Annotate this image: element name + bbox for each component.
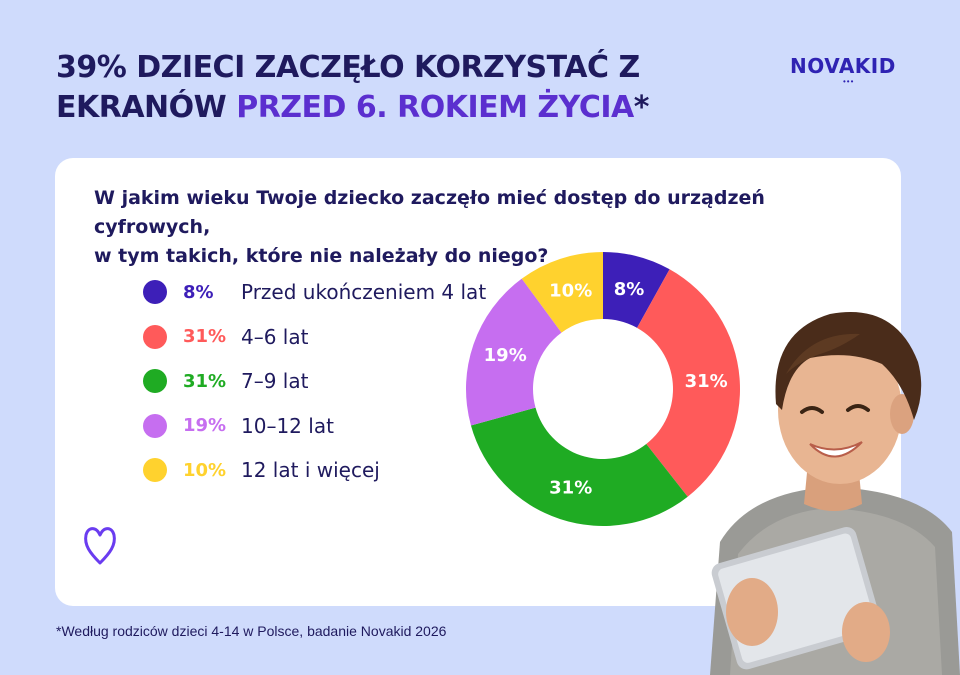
legend-label: 4–6 lat	[241, 324, 309, 349]
legend-percent: 10%	[183, 459, 227, 481]
legend-item: 31% 7–9 lat	[143, 367, 308, 395]
legend-swatch	[143, 280, 167, 304]
slice-label: 10%	[549, 281, 592, 302]
legend-label: Przed ukończeniem 4 lat	[241, 280, 487, 304]
legend-percent: 19%	[183, 415, 227, 436]
slice-label: 31%	[549, 477, 592, 498]
legend-label: 10–12 lat	[241, 413, 334, 438]
donut-slice	[637, 269, 741, 497]
legend-percent: 31%	[183, 326, 227, 347]
headline: 39% DZIECI ZACZĘŁO KORZYSTAĆ Z EKRANÓW P…	[56, 48, 649, 128]
headline-asterisk: *	[633, 90, 650, 125]
legend-percent: 31%	[183, 370, 227, 392]
legend-swatch	[143, 369, 167, 393]
question-line1: W jakim wieku Twoje dziecko zaczęło mieć…	[94, 187, 765, 238]
donut-slice	[521, 252, 603, 333]
slice-label: 8%	[614, 279, 645, 300]
slice-label: 19%	[484, 345, 527, 366]
heart-icon	[84, 527, 116, 565]
logo-dots: •••	[843, 77, 855, 86]
headline-line2-start: EKRANÓW	[56, 90, 237, 125]
legend-swatch	[143, 458, 167, 482]
headline-line1: 39% DZIECI ZACZĘŁO KORZYSTAĆ Z	[56, 50, 640, 85]
slice-label: 31%	[685, 371, 728, 392]
novakid-logo: NOVAKID	[790, 54, 896, 78]
legend-item: 19% 10–12 lat	[143, 412, 334, 440]
legend-label: 7–9 lat	[241, 369, 309, 393]
donut-slice	[470, 407, 688, 527]
boy-with-tablet-photo	[710, 312, 960, 675]
legend-swatch	[143, 413, 167, 438]
legend-item: 10% 12 lat i więcej	[143, 456, 380, 484]
headline-accent: PRZED 6. ROKIEM ŻYCIA	[236, 90, 634, 125]
survey-question: W jakim wieku Twoje dziecko zaczęło mieć…	[94, 184, 874, 271]
donut-slice	[466, 278, 562, 426]
legend-item: 8% Przed ukończeniem 4 lat	[143, 278, 486, 306]
footnote: *Według rodziców dzieci 4-14 w Polsce, b…	[56, 623, 447, 639]
legend-item: 31% 4–6 lat	[143, 323, 308, 351]
legend-label: 12 lat i więcej	[241, 458, 380, 482]
question-line2: w tym takich, które nie należały do nieg…	[94, 245, 549, 267]
legend-percent: 8%	[183, 281, 214, 303]
donut-slice	[603, 252, 670, 328]
legend-swatch	[143, 324, 167, 349]
